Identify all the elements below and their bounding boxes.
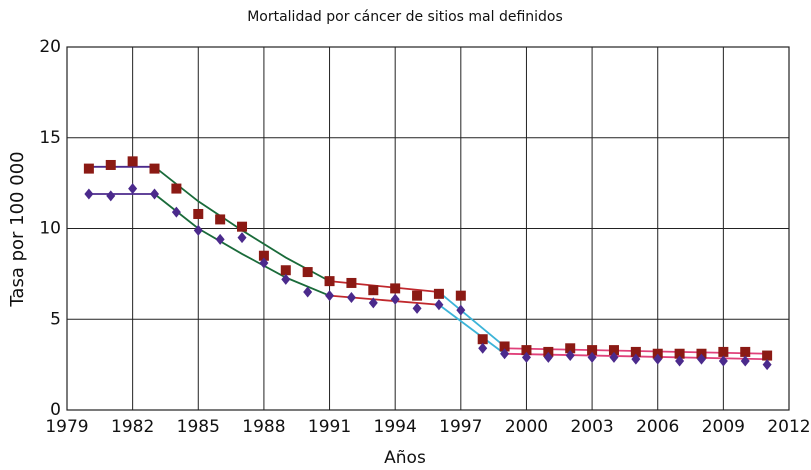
data-point [324, 276, 335, 287]
y-tick-label: 15 [39, 128, 61, 148]
plot-frame [66, 46, 790, 411]
data-point [215, 233, 225, 245]
data-point [83, 163, 94, 174]
x-tick-label: 2012 [767, 417, 810, 437]
data-point [280, 265, 291, 276]
data-point [696, 353, 706, 365]
trend-line [153, 193, 330, 297]
trend-line [329, 294, 440, 306]
x-tick-label: 1991 [308, 417, 351, 437]
x-tick-label: 1994 [374, 417, 417, 437]
data-point [390, 293, 400, 305]
data-point [455, 290, 466, 301]
data-point [390, 283, 401, 294]
x-tick-label: 2000 [505, 417, 548, 437]
data-point [105, 159, 116, 170]
data-point [608, 345, 619, 356]
data-point [149, 163, 160, 174]
data-point [106, 190, 116, 202]
data-point [609, 351, 619, 363]
data-point [565, 350, 575, 362]
x-axis-label: Años [384, 448, 426, 468]
data-point [412, 302, 422, 314]
y-axis-label: Tasa por 100 000 [7, 151, 28, 307]
data-point [128, 183, 138, 195]
data-point [478, 342, 488, 354]
y-tick-label: 5 [50, 309, 61, 329]
data-point [303, 286, 313, 298]
data-point [281, 273, 291, 285]
data-point [675, 355, 685, 367]
data-point [193, 224, 203, 236]
data-point [718, 355, 728, 367]
trend-line [438, 304, 506, 355]
data-point [171, 206, 181, 218]
x-tick-label: 1985 [177, 417, 220, 437]
y-tick-label: 0 [50, 400, 61, 420]
data-point [433, 288, 444, 299]
data-point [150, 188, 160, 200]
data-point [368, 297, 378, 309]
data-point [565, 343, 576, 354]
trend-line [438, 291, 506, 348]
data-point [631, 353, 641, 365]
data-point [259, 257, 269, 269]
data-point [521, 345, 532, 356]
data-point [302, 267, 313, 278]
data-point [653, 353, 663, 365]
data-point [434, 299, 444, 311]
data-point [456, 304, 466, 316]
y-tick-label: 20 [39, 37, 61, 57]
data-point [587, 345, 598, 356]
data-point [740, 346, 751, 357]
data-point [237, 221, 248, 232]
data-point [237, 232, 247, 244]
x-tick-label: 1988 [242, 417, 285, 437]
data-point [630, 346, 641, 357]
data-point [521, 351, 531, 363]
data-point [412, 290, 423, 301]
data-point [368, 285, 379, 296]
x-tick-label: 1979 [45, 417, 88, 437]
data-point [674, 348, 685, 359]
data-point [193, 208, 204, 219]
data-point [740, 355, 750, 367]
data-point [477, 334, 488, 345]
data-point [346, 277, 357, 288]
data-point [325, 290, 335, 302]
data-point [258, 250, 269, 261]
x-tick-label: 1997 [439, 417, 482, 437]
data-point [500, 348, 510, 360]
x-tick-label: 2006 [636, 417, 679, 437]
x-tick-label: 1982 [111, 417, 154, 437]
data-point [215, 214, 226, 225]
data-point [346, 291, 356, 303]
data-point [762, 350, 773, 361]
y-tick-label: 10 [39, 219, 61, 239]
chart-title: Mortalidad por cáncer de sitios mal defi… [247, 9, 563, 25]
x-tick-label: 2003 [570, 417, 613, 437]
data-point [171, 183, 182, 194]
data-point [127, 156, 138, 167]
data-point [762, 359, 772, 371]
data-point [84, 188, 94, 200]
data-point [587, 351, 597, 363]
data-point [543, 351, 553, 363]
data-point [718, 346, 729, 357]
x-tick-label: 2009 [702, 417, 745, 437]
trend-line [329, 280, 440, 293]
data-point [499, 341, 510, 352]
